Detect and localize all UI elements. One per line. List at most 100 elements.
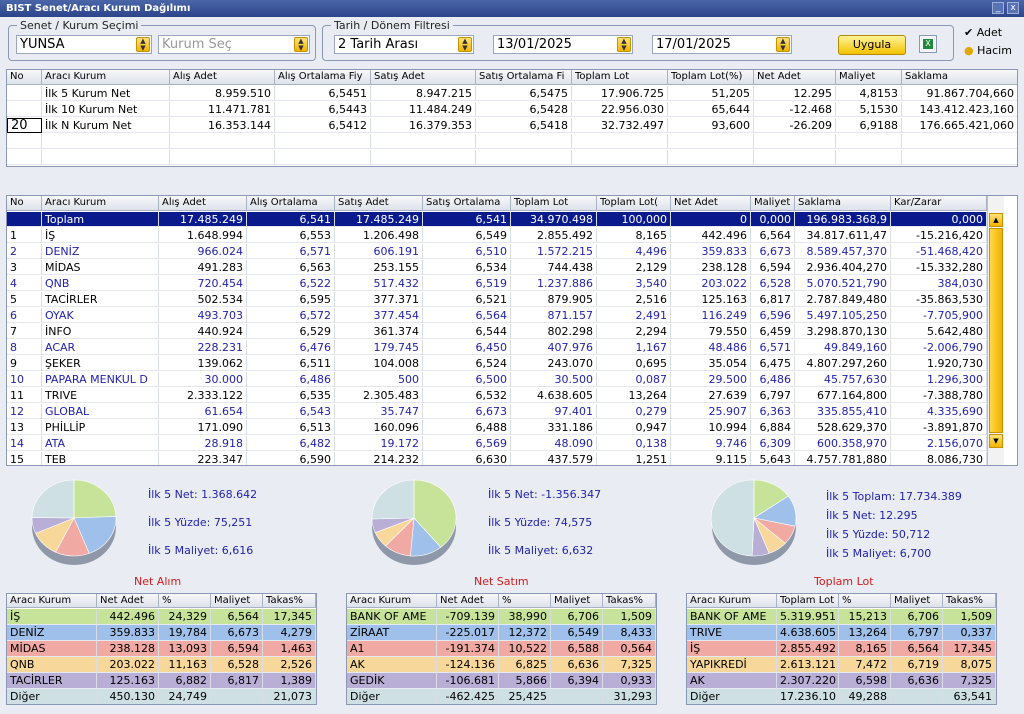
broker-cell[interactable]: MİDAS <box>42 260 159 275</box>
panel-col-header[interactable]: Takas% <box>943 594 996 608</box>
broker-cell[interactable]: PAPARA MENKUL D <box>42 372 159 387</box>
summary-cell: 51,205 <box>668 86 754 101</box>
broker-col-header[interactable]: Satış Adet <box>335 196 423 211</box>
broker-col-header[interactable]: Toplam Lot( <box>597 196 671 211</box>
summary-col-header[interactable]: Saklama <box>902 70 1017 85</box>
adet-option[interactable]: ✔ Adet <box>964 26 1002 39</box>
adet-label: Adet <box>976 26 1003 39</box>
summary-col-header[interactable]: Alış Ortalama Fiy <box>275 70 371 85</box>
broker-cell: 29.500 <box>671 372 751 387</box>
broker-col-header[interactable]: Alış Adet <box>159 196 247 211</box>
broker-cell: 0,000 <box>891 212 987 227</box>
date-from-field[interactable]: 13/01/2025 ▲ ▼ <box>493 35 633 54</box>
broker-cell: 6,543 <box>247 404 335 419</box>
broker-cell: 493.703 <box>159 308 247 323</box>
broker-cell[interactable]: TRIVE <box>42 388 159 403</box>
summary-col-header[interactable]: Net Adet <box>754 70 836 85</box>
panel-col-header[interactable]: % <box>159 594 211 608</box>
panel-col-header[interactable]: Aracı Kurum <box>7 594 97 608</box>
broker-cell[interactable]: DENİZ <box>42 244 159 259</box>
broker-cell: 1 <box>7 228 42 243</box>
panel-cell: 6,719 <box>891 657 943 673</box>
scroll-thumb[interactable] <box>989 228 1003 433</box>
summary-col-header[interactable]: Aracı Kurum <box>42 70 170 85</box>
date-to-field[interactable]: 17/01/2025 ▲ ▼ <box>652 35 792 54</box>
panel-table[interactable]: Aracı Kurum BANK OF AME ZİRAAT A1 AK GEDİK Diğ… <box>346 593 657 705</box>
senet-select[interactable]: YUNSA ▲ ▼ <box>16 35 152 54</box>
broker-cell[interactable]: OYAK <box>42 308 159 323</box>
panel-cell: 450.130 <box>97 689 159 704</box>
vertical-scrollbar[interactable]: ▲ ▼ <box>987 196 1004 465</box>
scroll-up-icon[interactable]: ▲ <box>989 213 1003 227</box>
pie-title: Toplam Lot <box>814 575 874 588</box>
chevron-down-icon[interactable]: ▲ ▼ <box>136 37 150 52</box>
summary-col-header[interactable]: Toplam Lot(%) <box>668 70 754 85</box>
broker-table[interactable]: No 1 2 3 4 5 6 7 8 9 10 11 12 13 14 15 Aracı Kurum Toplam… <box>6 195 1018 466</box>
panel-cell: İŞ <box>7 609 97 625</box>
panel-col-header[interactable]: Maliyet <box>211 594 263 608</box>
broker-col-header[interactable]: Kar/Zarar <box>891 196 987 211</box>
broker-col-header[interactable]: Alış Ortalama <box>247 196 335 211</box>
panel-cell: TACİRLER <box>7 673 97 689</box>
panel-table[interactable]: Aracı Kurum BANK OF AME TRIVE İŞ YAPIKREDİ AK… <box>686 593 997 705</box>
panel-col-header[interactable]: Toplam Lot <box>777 594 839 608</box>
kurum-select[interactable]: Kurum Seç ▲ ▼ <box>158 35 310 54</box>
summary-col-header[interactable]: Satış Adet <box>371 70 476 85</box>
close-button[interactable]: x <box>1007 2 1019 14</box>
broker-cell[interactable]: QNB <box>42 276 159 291</box>
broker-cell[interactable]: ACAR <box>42 340 159 355</box>
tarih-legend: Tarih / Dönem Filtresi <box>334 19 450 32</box>
broker-col-header[interactable]: Net Adet <box>671 196 751 211</box>
apply-button[interactable]: Uygula <box>838 35 906 55</box>
panel-cell: 6,528 <box>211 657 263 673</box>
summary-col-header[interactable]: No <box>7 70 42 85</box>
summary-col-header[interactable]: Toplam Lot <box>572 70 668 85</box>
broker-cell[interactable]: TACİRLER <box>42 292 159 307</box>
panel-col-header[interactable]: Maliyet <box>891 594 943 608</box>
broker-cell: -3.891,870 <box>891 420 987 435</box>
period-select[interactable]: 2 Tarih Arası ▲ ▼ <box>334 35 474 54</box>
panel-col-header[interactable]: Net Adet <box>97 594 159 608</box>
broker-cell[interactable]: İNFO <box>42 324 159 339</box>
broker-cell[interactable]: ŞEKER <box>42 356 159 371</box>
broker-col-header[interactable]: No <box>7 196 42 211</box>
minimize-button[interactable]: _ <box>992 2 1004 14</box>
broker-col-header[interactable]: Aracı Kurum <box>42 196 159 211</box>
broker-cell[interactable]: İŞ <box>42 228 159 243</box>
broker-cell: 10 <box>7 372 42 387</box>
broker-cell[interactable]: PHİLLİP <box>42 420 159 435</box>
panel-col-header[interactable]: Maliyet <box>551 594 603 608</box>
broker-col-header[interactable]: Saklama <box>795 196 891 211</box>
pie-stat: İlk 5 Maliyet: 6,632 <box>488 544 594 557</box>
broker-cell[interactable]: GLOBAL <box>42 404 159 419</box>
panel-cell: 0,564 <box>603 641 656 657</box>
summary-col-header[interactable]: Satış Ortalama Fi <box>476 70 572 85</box>
broker-cell: 243.070 <box>511 356 597 371</box>
broker-col-header[interactable]: Toplam Lot <box>511 196 597 211</box>
panel-col-header[interactable]: % <box>499 594 551 608</box>
summary-col-header[interactable]: Alış Adet <box>170 70 275 85</box>
broker-col-header[interactable]: Maliyet <box>751 196 795 211</box>
panel-col-header[interactable]: Net Adet <box>437 594 499 608</box>
summary-table[interactable]: No 20 Aracı Kurum İlk 5 Kurum Net İlk 10 Kur… <box>6 69 1018 167</box>
panel-col-header[interactable]: Aracı Kurum <box>687 594 777 608</box>
chevron-down-icon[interactable]: ▲ ▼ <box>458 37 472 52</box>
panel-col-header[interactable]: % <box>839 594 891 608</box>
summary-cell: 6,5418 <box>476 118 572 133</box>
scroll-down-icon[interactable]: ▼ <box>989 434 1003 448</box>
hacim-option[interactable]: ● Hacim <box>964 44 1012 57</box>
panel-col-header[interactable]: Takas% <box>603 594 656 608</box>
panel-table[interactable]: Aracı Kurum İŞ DENİZ MİDAS QNB TACİRLER Diğer N… <box>6 593 317 705</box>
calendar-dropdown-icon[interactable]: ▲ ▼ <box>617 37 631 52</box>
calendar-dropdown-icon[interactable]: ▲ ▼ <box>776 37 790 52</box>
summary-col-header[interactable]: Maliyet <box>836 70 902 85</box>
panel-col-header[interactable]: Takas% <box>263 594 316 608</box>
broker-cell: 2.936.404,270 <box>795 260 891 275</box>
excel-export-button[interactable]: X <box>919 35 937 53</box>
chevron-down-icon[interactable]: ▲ ▼ <box>294 37 308 52</box>
broker-cell: 6,522 <box>247 276 335 291</box>
broker-cell[interactable]: TEB <box>42 452 159 465</box>
broker-cell[interactable]: ATA <box>42 436 159 451</box>
broker-col-header[interactable]: Satış Ortalama <box>423 196 511 211</box>
panel-col-header[interactable]: Aracı Kurum <box>347 594 437 608</box>
